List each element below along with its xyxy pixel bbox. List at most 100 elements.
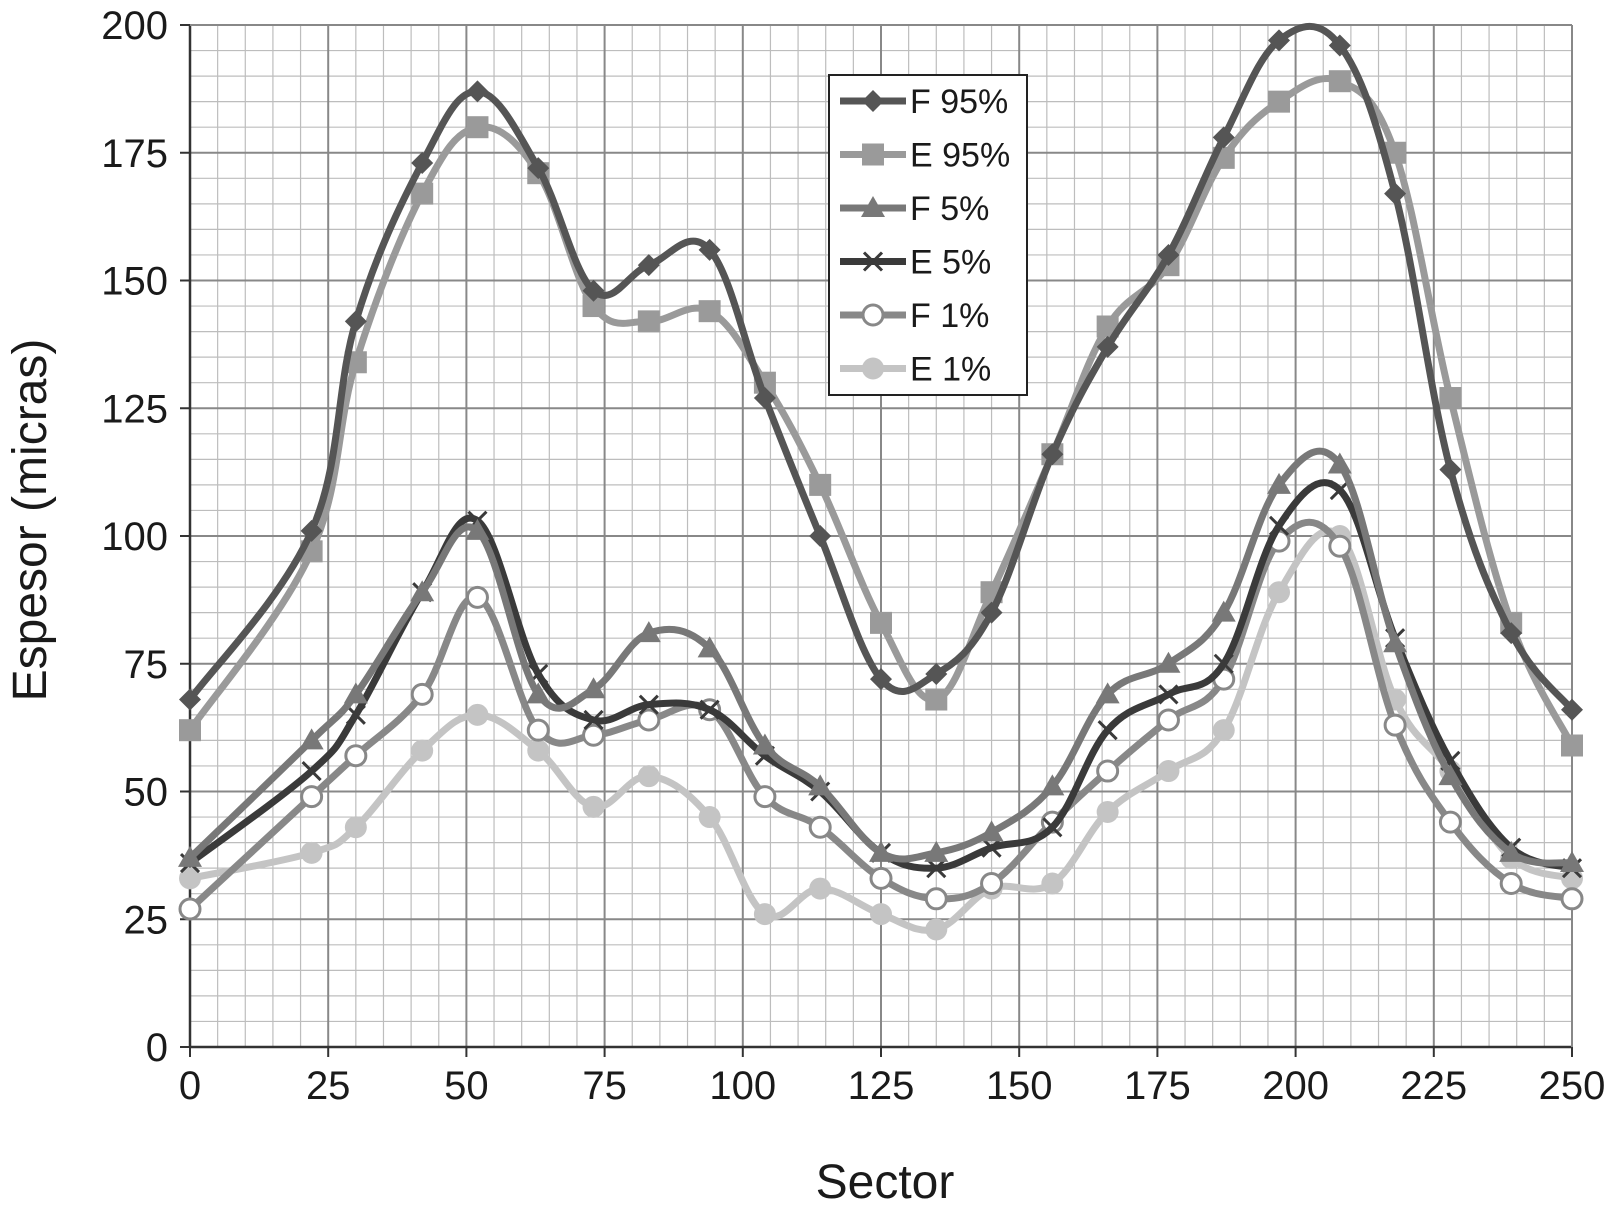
data-point-e-5pct [1158,684,1179,705]
data-point-f-95pct [1041,443,1064,466]
data-point-e-1pct [698,806,721,829]
data-point-f-95pct [344,310,367,333]
x-tick-label: 200 [1262,1064,1329,1108]
data-point-f-1pct [1096,759,1120,783]
data-point-f-1pct [1383,713,1407,737]
data-point-f-5pct [1156,651,1181,673]
x-tick-label: 125 [848,1064,915,1108]
data-point-e-5pct [583,709,604,731]
data-point-f-1pct [869,866,893,890]
data-point-e-95pct [179,719,201,742]
x-tick-label: 100 [709,1064,776,1108]
data-point-f-95pct [1212,126,1235,149]
data-point-e-1pct [1268,581,1291,604]
y-tick-label: 75 [124,643,169,687]
data-point-e-5pct [1329,479,1350,501]
data-point-f-5pct [299,728,324,750]
data-point-e-1pct [870,903,892,926]
x-tick-label: 175 [1124,1064,1191,1108]
data-point-f-1pct [980,871,1004,895]
data-point-e-95pct [411,182,434,205]
legend-label: F 95% [910,83,1008,121]
legend-item-e-1pct: E 1% [840,351,991,389]
data-point-f-1pct [1560,887,1584,911]
data-point-f-5pct [1327,452,1352,474]
data-point-e-1pct [300,841,323,864]
data-point-f-5pct [752,733,777,755]
x-tick-label: 0 [179,1064,201,1108]
y-tick-label: 50 [124,771,169,815]
data-point-e-5pct [926,858,947,879]
legend-item-f-1pct: F 1% [840,297,989,335]
data-point-f-5pct [1383,631,1408,653]
data-point-e-95pct [870,611,892,634]
series-e-1pct [179,525,1583,941]
data-point-f-1pct [344,744,368,768]
series-f-95pct [179,22,1583,721]
y-tick-label: 125 [101,387,168,431]
series-line-f-1pct [186,518,1576,913]
data-point-f-95pct [179,688,201,711]
data-point-f-95pct [637,254,660,277]
data-point-e-1pct [1041,872,1064,895]
legend-swatch-marker [862,143,884,166]
legend-swatch-marker [861,196,885,217]
data-point-e-95pct [925,688,948,711]
data-point-e-95pct [582,295,605,318]
data-point-f-95pct [809,525,832,547]
data-point-f-5pct [636,621,661,643]
legend-box [828,74,1028,396]
data-point-f-5pct [1040,774,1065,796]
legend-item-e-95pct: E 95% [840,137,1010,175]
x-tick-label: 75 [582,1064,627,1108]
data-point-f-95pct [698,238,721,261]
data-point-f-1pct [1156,708,1180,732]
data-point-f-1pct [637,708,661,732]
data-point-f-5pct [465,518,490,540]
legend-item-e-5pct: E 5% [840,244,991,282]
y-tick-label: 100 [101,515,168,559]
data-point-e-5pct [699,699,720,720]
legend-item-f-5pct: F 5% [840,190,989,228]
legend-swatch-marker [861,303,885,327]
data-point-f-95pct [411,151,434,174]
data-point-f-5pct [869,840,893,862]
data-point-e-95pct [1561,734,1583,757]
data-point-f-1pct [178,897,202,921]
data-point-f-95pct [1268,29,1291,52]
data-point-f-1pct [582,723,606,747]
data-point-e-95pct [1328,70,1351,93]
data-point-e-1pct [527,739,550,762]
data-point-f-95pct [527,157,550,180]
data-point-f-5pct [1438,764,1463,786]
x-axis-title: Sector [816,1156,955,1209]
series-line-f-95pct [186,22,1576,714]
data-point-e-1pct [179,867,201,890]
legend-label: E 95% [910,137,1010,175]
data-point-f-95pct [980,601,1003,624]
data-point-e-5pct [345,704,366,725]
data-point-e-1pct [344,816,367,839]
data-point-e-95pct [809,473,832,496]
data-point-f-95pct [1561,698,1583,721]
data-point-e-95pct [1439,387,1462,410]
data-point-e-1pct [466,703,489,726]
data-point-f-1pct [1328,534,1352,558]
data-point-f-1pct [300,785,324,809]
data-point-f-95pct [753,387,776,410]
data-point-e-95pct [1268,90,1291,113]
series-f-1pct [178,518,1584,921]
data-point-e-95pct [1384,141,1407,164]
data-point-f-5pct [1211,600,1236,622]
data-point-f-95pct [1439,458,1462,481]
data-point-e-1pct [411,739,434,762]
data-point-f-1pct [410,682,434,706]
legend-label: F 5% [910,190,989,228]
data-point-f-5pct [1560,851,1584,873]
data-point-e-5pct [1042,817,1063,838]
data-point-f-1pct [465,585,489,609]
data-point-e-1pct [637,765,660,788]
series-f-5pct [178,447,1584,873]
data-point-f-95pct [925,662,948,685]
